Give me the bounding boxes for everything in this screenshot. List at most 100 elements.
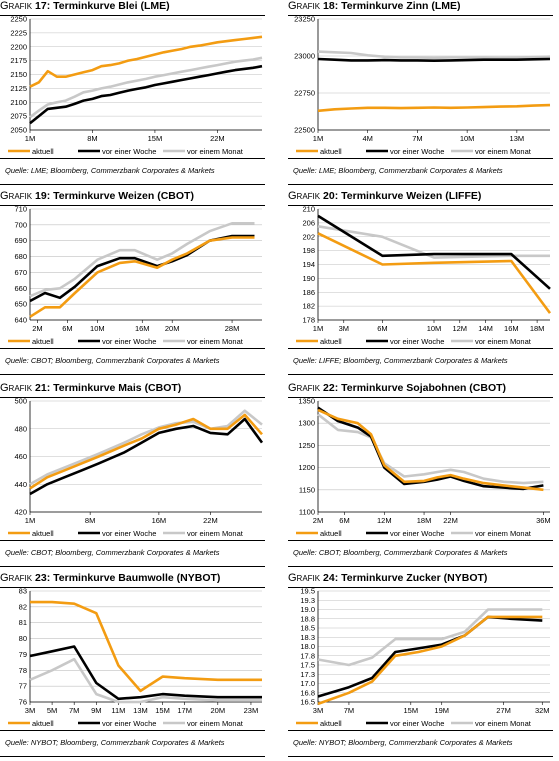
chart-panel-weizen-cbot: Grafik 19: Terminkurve Weizen (CBOT) Quel… [0,190,265,375]
bottom-rule [288,374,553,375]
title-rule [0,205,265,206]
bottom-rule [0,184,265,185]
series-vor-einer-woche [317,615,543,698]
y-tick-label: 17.5 [300,661,315,670]
y-tick-label: 19.3 [300,596,315,605]
legend-label: vor einem Monat [475,337,532,346]
legend-label: vor einem Monat [475,147,532,156]
y-tick-label: 16.5 [300,698,315,707]
y-tick-label: 210 [302,205,315,214]
x-tick-label: 5M [47,706,57,715]
y-tick-label: 440 [14,480,27,489]
chart-title: Grafik 17: Terminkurve Blei (LME) [0,0,170,12]
series-vor-einem-monat [317,608,543,667]
y-tick-label: 420 [14,508,27,517]
x-tick-label: 7M [344,706,354,715]
y-tick-label: 17.3 [300,670,315,679]
series-vor-einem-monat [29,657,262,704]
chart-title-text: 24: Terminkurve Zucker (NYBOT) [323,572,488,584]
y-tick-label: 18.3 [300,633,315,642]
x-tick-label: 15M [155,706,170,715]
x-tick-label: 15M [404,706,419,715]
title-rule [288,15,553,16]
x-tick-label: 2M [32,324,42,333]
y-tick-label: 18.0 [300,642,315,651]
series-vor-einem-monat [29,409,263,486]
chart-source: Quelle: NYBOT; Bloomberg, Commerzbank Co… [293,738,513,747]
legend-label: vor einer Woche [390,147,444,156]
legend-label: vor einer Woche [390,719,444,728]
y-tick-label: 460 [14,452,27,461]
x-tick-label: 14M [478,324,493,333]
y-tick-label: 182 [302,302,315,311]
chart-title-text: 23: Terminkurve Baumwolle (NYBOT) [35,572,221,584]
y-tick-label: 650 [14,300,27,309]
y-tick-label: 2200 [10,42,27,51]
x-tick-label: 10M [427,324,442,333]
title-rule [0,587,265,588]
series-aktuell [29,35,263,88]
x-tick-label: 18M [417,516,432,525]
chart-svg: 1100 1150 1200 1250 1300 1350 2M 6M 12M 18M 22M 36M… [296,397,551,538]
chart-svg: 2050 2075 2100 2125 2150 2175 2200 2225 2250 1M 8M… [8,15,263,156]
legend-label: vor einer Woche [390,529,444,538]
x-tick-label: 16M [504,324,519,333]
chart-svg: 76 77 78 79 80 81 82 83 3M 5M 7M 9M 11M 13M 15M 17M 20M 2… [8,587,262,728]
x-tick-label: 11M [111,706,125,715]
x-tick-label: 1M [25,516,35,525]
series-vor-einem-monat [317,50,551,60]
x-tick-label: 1M [313,134,323,143]
y-tick-label: 23000 [294,52,315,61]
title-rule [288,397,553,398]
x-tick-label: 18M [530,324,545,333]
legend-label: aktuell [320,529,342,538]
chart-source: Quelle: NYBOT; Bloomberg, Commerzbank Co… [5,738,225,747]
legend-rule [288,540,553,541]
x-tick-label: 10M [460,134,475,143]
y-tick-label: 17.0 [300,679,315,688]
y-tick-label: 1100 [299,508,315,517]
bottom-rule [0,566,265,567]
y-tick-label: 194 [302,260,315,269]
x-tick-label: 6M [377,324,387,333]
x-tick-label: 10M [90,324,105,333]
legend-label: vor einem Monat [187,147,244,156]
chart-source: Quelle: LIFFE; Bloomberg, Commerzbank Co… [293,356,508,365]
title-rule [288,205,553,206]
x-tick-label: 9M [91,706,101,715]
y-tick-label: 2225 [10,28,27,37]
legend-label: vor einem Monat [187,337,244,346]
title-rule [0,15,265,16]
legend-label: vor einer Woche [102,529,156,538]
chart-title: Grafik 20: Terminkurve Weizen (LIFFE) [288,190,481,202]
y-tick-label: 81 [19,618,27,627]
series-vor-einem-monat [317,225,550,259]
y-tick-label: 80 [19,634,27,643]
x-tick-label: 3M [313,706,323,715]
x-tick-label: 17M [177,706,192,715]
x-tick-label: 16M [152,516,167,525]
x-tick-label: 1M [313,324,323,333]
bottom-rule [288,184,553,185]
series-vor-einer-woche [317,57,551,63]
legend-label: aktuell [320,337,342,346]
y-tick-label: 1150 [299,485,315,494]
y-tick-label: 690 [14,236,27,245]
chart-title-text: 22: Terminkurve Sojabohnen (CBOT) [323,382,507,394]
chart-svg: 178 182 186 190 194 198 202 206 210 1M 3M 6M 10M 12M 1… [296,205,552,346]
y-tick-label: 2125 [10,84,27,93]
y-tick-label: 660 [14,284,27,293]
chart-label: Grafik [288,0,321,12]
series-aktuell [29,413,263,490]
bottom-rule [0,374,265,375]
legend-rule [288,730,553,731]
legend-rule [288,158,553,159]
x-tick-label: 7M [69,706,79,715]
x-tick-label: 2M [313,516,323,525]
x-tick-label: 13M [133,706,148,715]
x-tick-label: 8M [85,516,95,525]
y-tick-label: 2050 [10,126,27,135]
chart-title: Grafik 21: Terminkurve Mais (CBOT) [0,382,181,394]
chart-title: Grafik 23: Terminkurve Baumwolle (NYBOT) [0,572,220,584]
legend-label: aktuell [320,147,342,156]
